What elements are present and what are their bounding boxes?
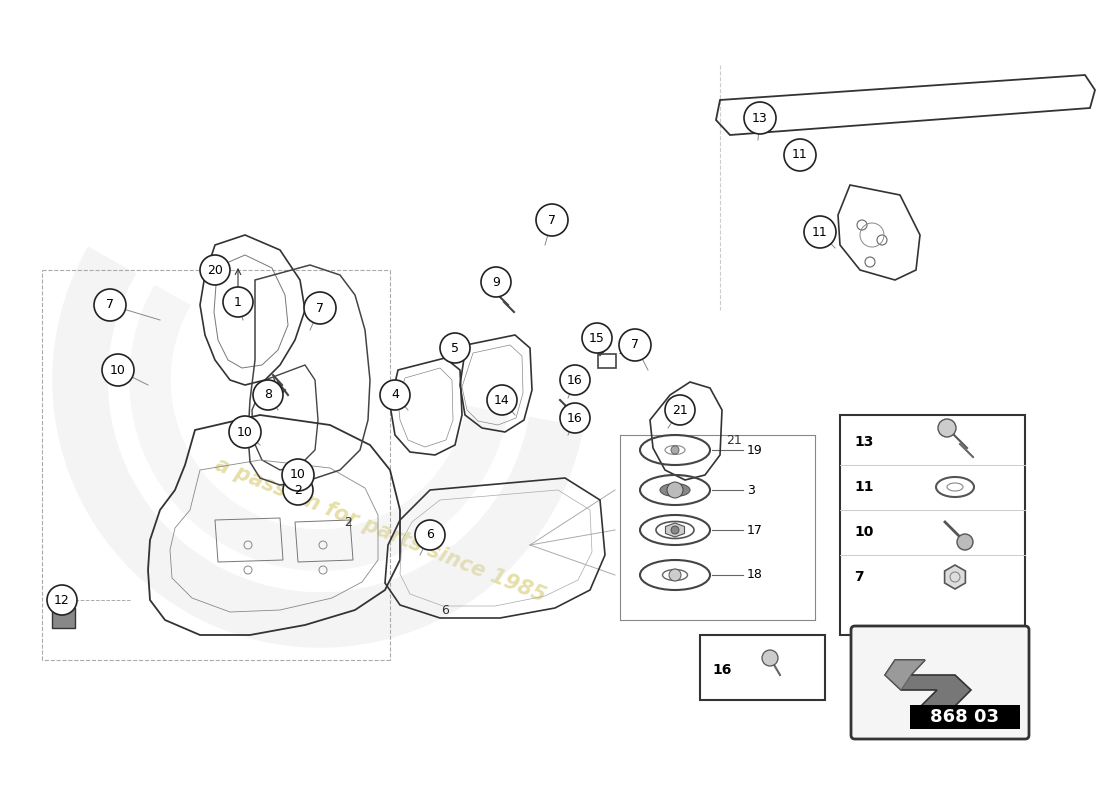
Text: 8: 8 (264, 389, 272, 402)
Circle shape (47, 585, 77, 615)
Text: 7: 7 (106, 298, 114, 311)
Circle shape (229, 416, 261, 448)
Text: 16: 16 (568, 411, 583, 425)
Polygon shape (886, 660, 925, 690)
Circle shape (957, 534, 974, 550)
Bar (840, 415, 1025, 635)
Circle shape (94, 289, 126, 321)
Circle shape (282, 459, 314, 491)
Circle shape (379, 380, 410, 410)
Text: 3: 3 (747, 483, 755, 497)
Polygon shape (666, 523, 684, 537)
Text: 7: 7 (316, 302, 324, 314)
Text: 6: 6 (426, 529, 433, 542)
Text: 2: 2 (344, 515, 352, 529)
Text: 13: 13 (854, 435, 873, 449)
Polygon shape (52, 608, 75, 628)
Bar (910, 705, 1020, 729)
Text: 16: 16 (568, 374, 583, 386)
Text: 11: 11 (854, 480, 873, 494)
Text: 19: 19 (747, 443, 762, 457)
Circle shape (560, 403, 590, 433)
Text: 5: 5 (451, 342, 459, 354)
Text: 2: 2 (294, 483, 301, 497)
Circle shape (671, 446, 679, 454)
Text: 21: 21 (672, 403, 688, 417)
Text: a passion for parts since 1985: a passion for parts since 1985 (211, 454, 548, 606)
Circle shape (536, 204, 568, 236)
Circle shape (762, 650, 778, 666)
Circle shape (253, 380, 283, 410)
Circle shape (481, 267, 512, 297)
Text: 12: 12 (54, 594, 70, 606)
Circle shape (666, 395, 695, 425)
Text: 13: 13 (752, 111, 768, 125)
Text: 7: 7 (631, 338, 639, 351)
Circle shape (200, 255, 230, 285)
Circle shape (804, 216, 836, 248)
Circle shape (582, 323, 612, 353)
Text: 15: 15 (590, 331, 605, 345)
Circle shape (744, 102, 775, 134)
Text: 11: 11 (812, 226, 828, 238)
Text: 14: 14 (494, 394, 510, 406)
Text: 10: 10 (110, 363, 125, 377)
Text: 20: 20 (207, 263, 223, 277)
Circle shape (487, 385, 517, 415)
Text: 7: 7 (548, 214, 556, 226)
Circle shape (671, 526, 679, 534)
Circle shape (102, 354, 134, 386)
Circle shape (784, 139, 816, 171)
Bar (700, 635, 825, 700)
Text: 11: 11 (792, 149, 807, 162)
Text: 4: 4 (392, 389, 399, 402)
Polygon shape (945, 565, 966, 589)
Ellipse shape (660, 483, 690, 497)
Text: 10: 10 (238, 426, 253, 438)
Text: 6: 6 (441, 603, 449, 617)
Text: 18: 18 (747, 569, 763, 582)
Circle shape (440, 333, 470, 363)
Circle shape (619, 329, 651, 361)
Text: 21: 21 (726, 434, 741, 446)
Circle shape (669, 569, 681, 581)
Text: 10: 10 (854, 525, 873, 539)
Circle shape (304, 292, 336, 324)
Circle shape (938, 419, 956, 437)
Circle shape (223, 287, 253, 317)
Text: 9: 9 (492, 275, 499, 289)
Circle shape (415, 520, 446, 550)
Circle shape (560, 365, 590, 395)
Text: 15: 15 (618, 343, 634, 357)
Circle shape (667, 482, 683, 498)
FancyBboxPatch shape (851, 626, 1028, 739)
Text: 17: 17 (747, 523, 763, 537)
Bar (598, 354, 616, 368)
Text: 10: 10 (290, 469, 306, 482)
Text: 7: 7 (854, 570, 864, 584)
Text: 1: 1 (234, 295, 242, 309)
Polygon shape (886, 660, 971, 706)
Text: 868 03: 868 03 (931, 708, 1000, 726)
Circle shape (283, 475, 313, 505)
Text: 16: 16 (712, 663, 732, 677)
